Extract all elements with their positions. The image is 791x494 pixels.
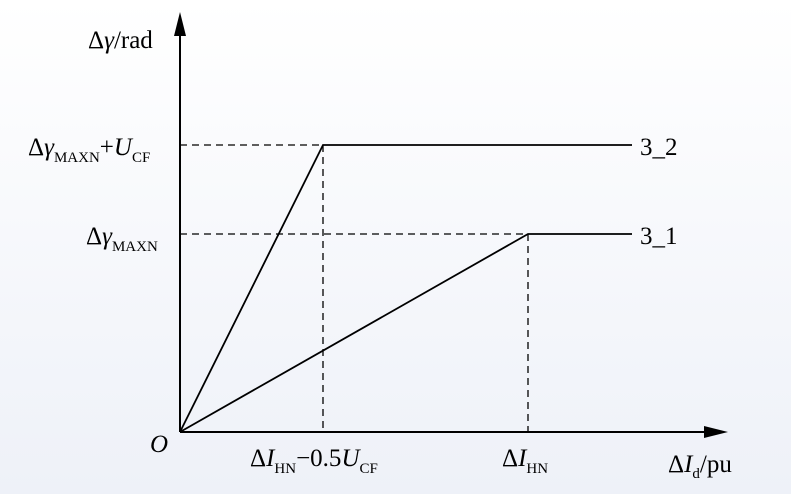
level-label: ΔγMAXN: [86, 223, 158, 255]
label-part: /rad: [114, 27, 153, 54]
label-part: U: [341, 445, 361, 472]
label-part: MAXN: [54, 150, 100, 166]
curve-label: 3_2: [640, 134, 678, 161]
label-part: HN: [526, 461, 548, 477]
label-part: −0.5: [296, 445, 341, 472]
label-part: CF: [132, 150, 150, 166]
label-part: CF: [360, 461, 378, 477]
x-arrow: [704, 426, 728, 438]
label-part: γ: [104, 27, 115, 54]
label-part: γ: [44, 134, 55, 161]
x-mark-label: ΔIHN: [502, 445, 548, 477]
y-arrow: [174, 12, 186, 36]
label-part: Δ: [668, 451, 684, 478]
label-part: Δ: [250, 445, 266, 472]
y-axis-label: Δγ/rad: [88, 27, 153, 54]
curve-3-1: [179, 233, 632, 433]
origin-label: O: [150, 431, 168, 458]
curve-3-2: [179, 144, 632, 433]
label-part: /pu: [700, 451, 732, 478]
x-mark-label: ΔIHN−0.5UCF: [250, 445, 378, 477]
label-part: I: [265, 445, 276, 472]
label-part: Δ: [28, 134, 44, 161]
label-part: HN: [274, 461, 296, 477]
label-part: Δ: [88, 27, 104, 54]
label-part: I: [517, 445, 528, 472]
label-part: d: [692, 466, 700, 482]
curve-label: 3_1: [640, 223, 678, 250]
label-part: Δ: [502, 445, 518, 472]
level-label: ΔγMAXN+UCF: [28, 134, 150, 166]
label-part: γ: [102, 223, 113, 250]
x-axis-label: ΔId/pu: [668, 451, 732, 482]
label-part: MAXN: [112, 239, 158, 255]
label-part: I: [683, 451, 694, 478]
label-part: Δ: [86, 223, 102, 250]
label-part: U: [114, 134, 134, 161]
label-part: +: [100, 134, 114, 161]
